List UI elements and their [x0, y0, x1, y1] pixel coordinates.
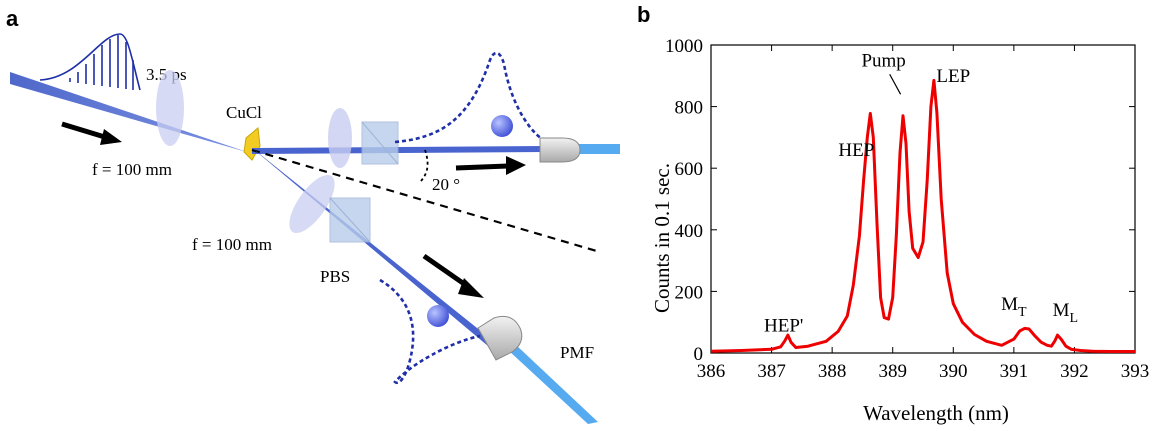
focusing-lens-top [156, 70, 184, 146]
focal-length-top-label: f = 100 mm [92, 160, 172, 179]
x-tick-label: 390 [939, 361, 968, 382]
input-beam [10, 72, 250, 153]
setup-schematic: 3.5 ps f = 100 mm CuCl 20 ° f = 100 mm [10, 33, 620, 424]
upper-fiber-coupler [539, 137, 581, 163]
y-axis-label: Counts in 0.1 sec. [650, 163, 674, 313]
spectrum-chart: Counts in 0.1 sec. Wavelength (nm) 386 38… [650, 36, 1150, 425]
input-direction-arrow [61, 121, 122, 145]
x-tick-label: 387 [757, 361, 786, 382]
pbs-lower [329, 197, 371, 243]
angle-arc [419, 149, 429, 183]
peak-annotation-subscript: T [1018, 305, 1027, 320]
pbs-label: PBS [320, 267, 350, 286]
focal-length-bottom-label: f = 100 mm [192, 235, 272, 254]
crystal-label: CuCl [226, 103, 262, 122]
y-tick-label: 0 [694, 344, 704, 365]
y-tick-label: 600 [675, 159, 704, 180]
lower-fiber-coupler [477, 315, 523, 361]
panel-label-a: a [6, 6, 19, 31]
y-tick-label: 800 [675, 98, 704, 119]
peak-annotation: LEP [936, 66, 970, 87]
peak-annotation: HEP [838, 140, 874, 161]
x-tick-label: 393 [1121, 361, 1150, 382]
upper-photon-sphere [491, 115, 513, 137]
peak-annotation-subscript: L [1070, 311, 1079, 326]
peak-annotation: Pump [861, 51, 905, 72]
lens-lower-arm [289, 175, 335, 233]
x-tick-label: 388 [818, 361, 847, 382]
pump-leader-line [889, 73, 902, 95]
lower-wavepacket [379, 278, 481, 385]
x-tick-label: 389 [878, 361, 907, 382]
lens-upper-arm [328, 108, 352, 168]
x-tick-label: 391 [1000, 361, 1029, 382]
lower-output-arrow [422, 253, 484, 298]
lower-output-beam [252, 148, 598, 424]
x-tick-label: 392 [1060, 361, 1089, 382]
panel-label-b: b [637, 2, 651, 27]
pulse-envelope [39, 33, 141, 91]
x-tick-label: 386 [697, 361, 726, 382]
cucl-crystal [243, 127, 261, 161]
upper-output-arrow [455, 156, 526, 175]
pmf-label: PMF [560, 343, 594, 362]
spectrum-series-line [710, 78, 1135, 353]
x-axis-label: Wavelength (nm) [863, 401, 1009, 425]
upper-wavepacket [394, 51, 549, 144]
peak-annotation: MT [1001, 294, 1027, 320]
plot-frame [710, 44, 1136, 354]
pbs-upper [361, 121, 399, 165]
y-tick-label: 1000 [665, 36, 703, 57]
lower-photon-sphere [427, 305, 449, 327]
peak-annotation: ML [1053, 300, 1078, 326]
peak-annotation: HEP' [764, 315, 803, 336]
angle-label: 20 ° [432, 175, 460, 194]
y-tick-label: 200 [675, 282, 704, 303]
y-tick-label: 400 [675, 221, 704, 242]
pump-axis-dashed-line [251, 148, 601, 254]
